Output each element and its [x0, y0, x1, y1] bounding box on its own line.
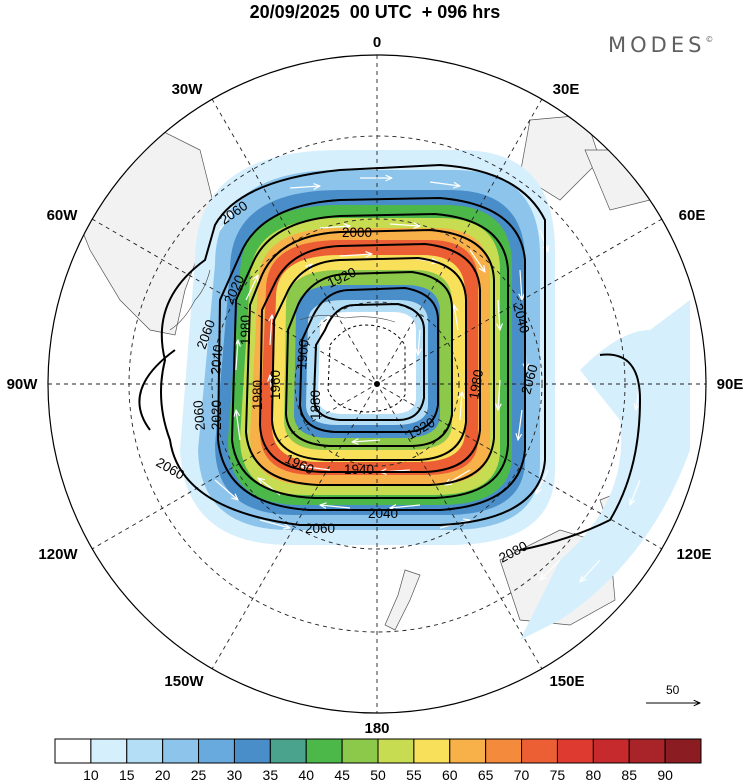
- colorbar-swatch: [54, 738, 92, 764]
- lon-label-30w: 30W: [172, 81, 204, 98]
- lon-label-60e: 60E: [679, 207, 706, 224]
- colorbar-tick-label: 30: [226, 767, 243, 783]
- contour-label: 2020: [209, 400, 224, 430]
- colorbar-swatch: [413, 738, 451, 764]
- contour-label: 2060: [190, 400, 208, 431]
- colorbar-tick-label: 40: [298, 767, 314, 783]
- map-title: 20/09/2025 00 UTC + 096 hrs: [249, 2, 501, 22]
- wind-speed-shading: [180, 150, 690, 640]
- colorbar-swatch: [162, 738, 200, 764]
- contour-label: 1980: [250, 380, 265, 410]
- lon-label-150e: 150E: [549, 673, 584, 690]
- colorbar-tick-label: 70: [513, 767, 530, 783]
- colorbar-tick-label: 25: [190, 767, 207, 783]
- colorbar-swatch: [449, 738, 487, 764]
- colorbar-swatch: [521, 738, 558, 764]
- colorbar-swatch: [664, 738, 702, 764]
- wind-arrows: [214, 178, 641, 582]
- map-boundary: [47, 54, 707, 714]
- contour-label: 1980: [466, 368, 486, 400]
- colorbar-tick-label: 65: [477, 767, 494, 783]
- contour-label: 1880: [308, 390, 323, 420]
- colorbar-tick-label: 55: [406, 767, 422, 783]
- colorbar-swatch: [341, 738, 379, 764]
- colorbar-tick-label: 15: [118, 767, 135, 783]
- lon-label-0: 0: [373, 34, 381, 51]
- colorbar-tick-label: 80: [585, 767, 602, 783]
- copyright-mark: ©: [705, 35, 714, 44]
- colorbar-tick-label: 85: [621, 767, 637, 783]
- colorbar-swatch: [485, 738, 523, 764]
- lon-label-120e: 120E: [676, 546, 711, 563]
- brand-logo: MODES©: [608, 33, 713, 57]
- colorbar-swatch: [556, 738, 594, 764]
- colorbar-tick-label: 90: [657, 767, 673, 783]
- colorbar-swatch: [377, 738, 415, 764]
- brand-name: MODES: [608, 33, 706, 57]
- height-contours: [138, 163, 642, 551]
- colorbar-tick-label: 45: [334, 767, 350, 783]
- lon-label-60w: 60W: [47, 207, 79, 224]
- lon-label-150w: 150W: [164, 673, 204, 690]
- contour-label: 2040: [368, 506, 398, 521]
- colorbar-swatch: [198, 738, 235, 764]
- colorbar-swatch: [269, 738, 307, 764]
- colorbar-tick-label: 20: [154, 767, 171, 783]
- contour-label: 2040: [208, 344, 226, 375]
- colorbar-tick-label: 35: [262, 767, 279, 783]
- colorbar-tick-label: 75: [549, 767, 566, 783]
- lon-label-90e: 90E: [717, 376, 744, 393]
- contour-label: 1960: [268, 370, 283, 400]
- colorbar-swatch: [628, 738, 666, 764]
- polar-map: 2060 2060 2060 2060 2060 2060 2040 2040 …: [7, 34, 744, 737]
- lon-label-120w: 120W: [38, 546, 78, 563]
- contour-label: 1940: [344, 462, 374, 477]
- reference-vector-label: 50: [666, 683, 680, 697]
- contour-labels: 2060 2060 2060 2060 2060 2060 2040 2040 …: [154, 198, 541, 566]
- colorbar-swatch: [592, 738, 630, 764]
- lon-label-90w: 90W: [7, 376, 39, 393]
- lon-label-30e: 30E: [553, 81, 580, 98]
- contour-label: 1900: [294, 339, 312, 370]
- lon-label-180: 180: [364, 720, 389, 737]
- contour-label: 2060: [305, 521, 335, 536]
- longitude-labels: 0 30E 60E 90E 120E 150E 180 150W 120W 90…: [7, 34, 744, 737]
- colorbar-tick-label: 50: [370, 767, 386, 783]
- colorbar-swatch: [90, 738, 128, 764]
- low-center: [327, 324, 406, 413]
- colorbar: [54, 738, 702, 764]
- colorbar-tick-label: 10: [83, 767, 99, 783]
- colorbar-swatch: [305, 738, 343, 764]
- contour-label: 2000: [342, 225, 372, 240]
- coastlines: [169, 269, 396, 331]
- colorbar-tick-label: 60: [441, 767, 458, 783]
- colorbar-swatch: [233, 738, 271, 764]
- contour-label: 1980: [238, 315, 253, 345]
- colorbar-swatch: [126, 738, 164, 764]
